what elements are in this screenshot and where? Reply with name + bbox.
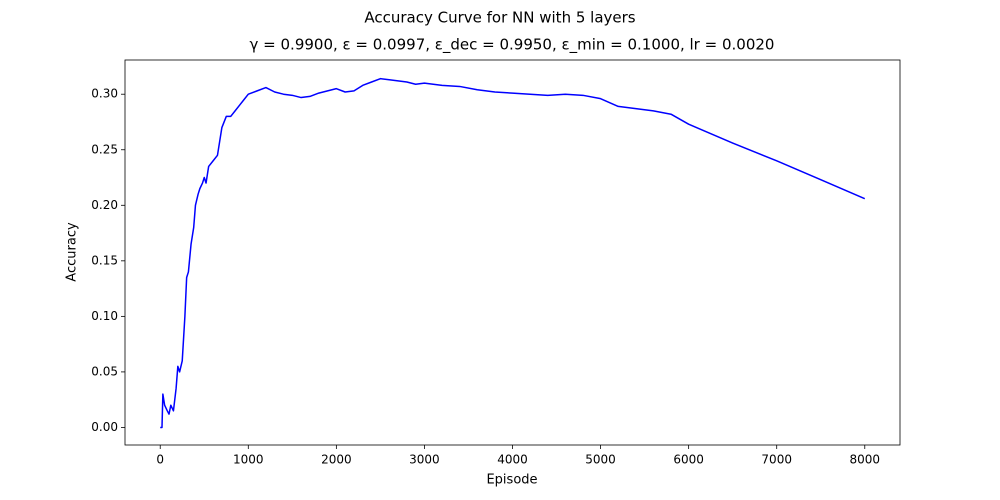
x-tick-label: 2000 (321, 453, 352, 467)
x-tick-label: 3000 (409, 453, 440, 467)
chart-subtitle: γ = 0.9900, ε = 0.0997, ε_dec = 0.9950, … (250, 36, 775, 55)
y-tick-label: 0.20 (91, 198, 118, 212)
x-tick-label: 6000 (673, 453, 704, 467)
y-tick-label: 0.10 (91, 309, 118, 323)
y-tick-label: 0.00 (91, 420, 118, 434)
x-tick-label: 4000 (497, 453, 528, 467)
x-tick-label: 7000 (761, 453, 792, 467)
x-tick-label: 8000 (849, 453, 880, 467)
chart-title: Accuracy Curve for NN with 5 layers (364, 9, 635, 27)
y-tick-label: 0.05 (91, 364, 118, 378)
x-tick-label: 5000 (585, 453, 616, 467)
x-axis-label: Episode (486, 473, 537, 488)
y-tick-label: 0.15 (91, 253, 118, 267)
x-tick-label: 0 (156, 453, 164, 467)
line-series (160, 77, 866, 429)
y-tick-label: 0.25 (91, 142, 118, 156)
y-tick-label: 0.30 (91, 87, 118, 101)
x-tick-label: 1000 (233, 453, 264, 467)
y-axis-label: Accuracy (65, 222, 80, 282)
